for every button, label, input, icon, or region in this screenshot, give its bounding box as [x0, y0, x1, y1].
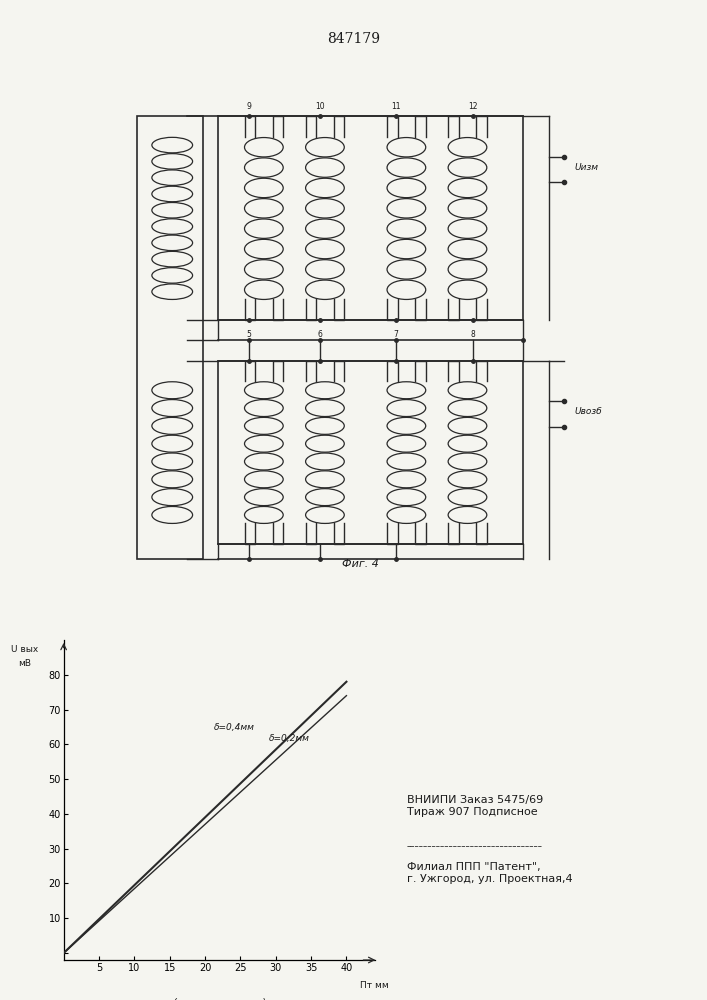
Text: 7: 7: [394, 330, 399, 339]
Text: 8: 8: [470, 330, 475, 339]
Text: 5: 5: [246, 330, 251, 339]
Text: мВ: мВ: [18, 659, 31, 668]
Text: ВНИИПИ Заказ 5475/69
Тираж 907 Подписное: ВНИИПИ Заказ 5475/69 Тираж 907 Подписное: [407, 795, 543, 817]
Text: 10: 10: [315, 102, 325, 111]
Text: ( длина трещины): ( длина трещины): [173, 998, 266, 1000]
Text: Филиал ППП "Патент",
г. Ужгород, ул. Проектная,4: Филиал ППП "Патент", г. Ужгород, ул. Про…: [407, 862, 572, 884]
Text: Uвозб: Uвозб: [574, 407, 602, 416]
Text: δ=0,2мм: δ=0,2мм: [269, 734, 310, 743]
Text: U вых: U вых: [11, 645, 38, 654]
Text: Пт мм: Пт мм: [361, 981, 389, 990]
Bar: [218, 116, 523, 320]
Text: Фиг. 4: Фиг. 4: [342, 559, 379, 569]
Bar: [136, 116, 203, 559]
Text: Uизм: Uизм: [574, 163, 598, 172]
Text: δ=0,4мм: δ=0,4мм: [214, 723, 255, 732]
Text: 11: 11: [392, 102, 401, 111]
Text: ––––––––––––––––––––––––––––––––: ––––––––––––––––––––––––––––––––: [407, 842, 542, 851]
Bar: [218, 361, 523, 544]
Text: 12: 12: [468, 102, 477, 111]
Text: 9: 9: [246, 102, 251, 111]
Text: 6: 6: [317, 330, 322, 339]
Text: 847179: 847179: [327, 32, 380, 46]
